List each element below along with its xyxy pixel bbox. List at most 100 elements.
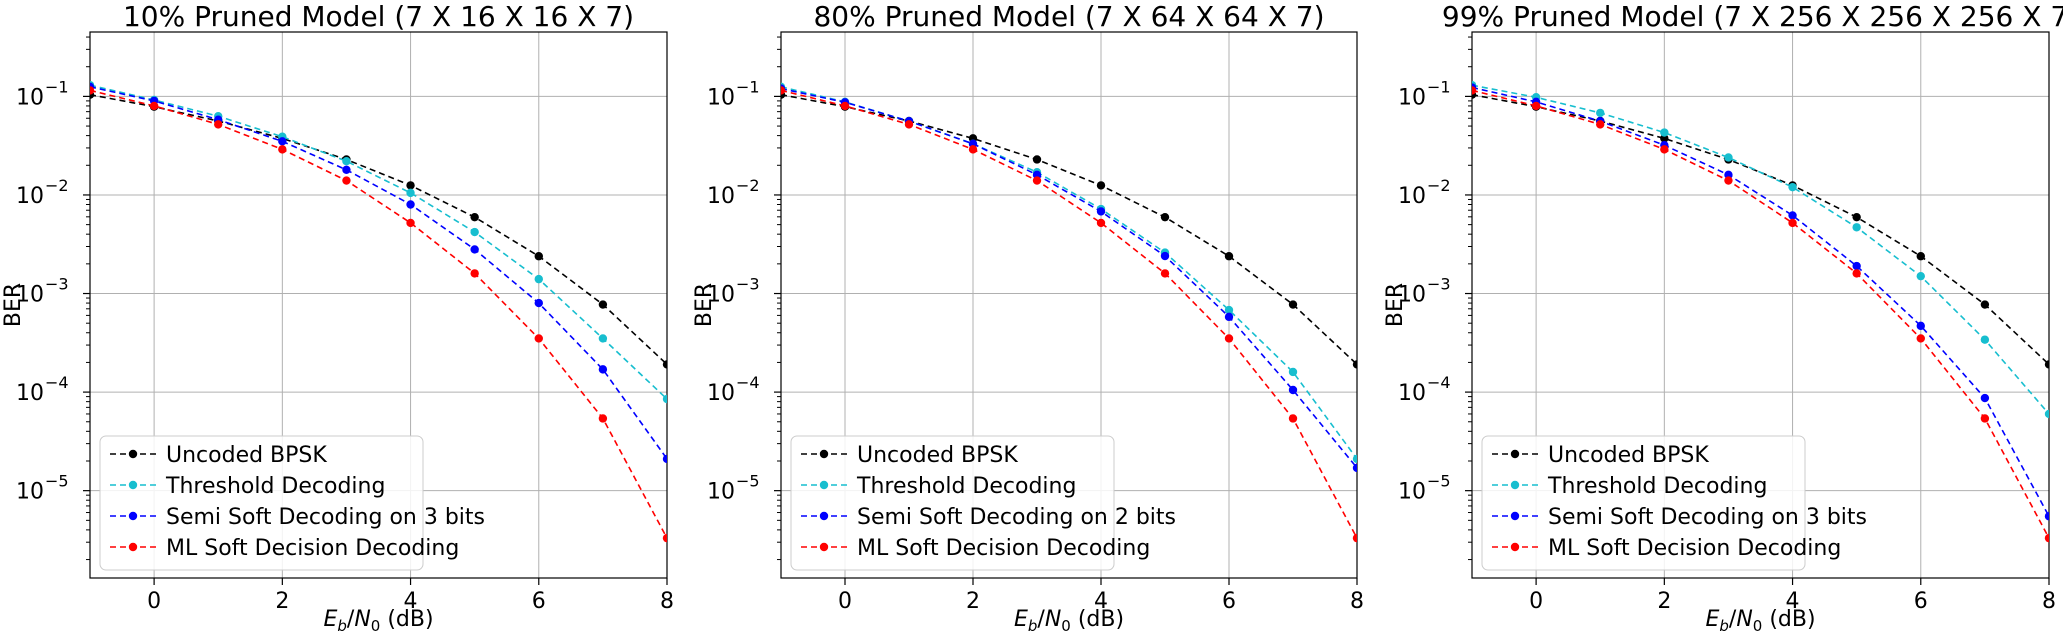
data-point <box>2044 533 2049 543</box>
y-tick-label-exponent: −2 <box>45 176 69 195</box>
data-point <box>1980 393 1990 403</box>
data-point <box>1660 134 1669 143</box>
data-point <box>1096 207 1106 216</box>
data-point <box>1224 252 1234 261</box>
series-group <box>1472 80 2049 543</box>
legend-swatch-marker <box>1510 449 1520 459</box>
data-point <box>1224 334 1234 343</box>
x-tick-label: 4 <box>1094 589 1108 614</box>
data-point <box>1352 360 1357 369</box>
y-tick-label-base: 10 <box>1398 283 1426 308</box>
data-point <box>1916 271 1925 281</box>
data-point <box>278 137 287 146</box>
series-line <box>90 93 667 365</box>
legend-swatch-marker <box>1510 480 1520 490</box>
data-point <box>2044 512 2049 521</box>
data-point <box>534 334 543 343</box>
y-tick-label-exponent: −1 <box>736 77 760 96</box>
data-point <box>1224 305 1234 315</box>
legend-swatch-marker <box>819 480 829 490</box>
y-tick-label-exponent: −4 <box>736 373 760 392</box>
y-tick-label-base: 10 <box>1398 480 1426 505</box>
legend-entry-label: Uncoded BPSK <box>166 443 327 468</box>
data-point <box>1788 182 1797 192</box>
data-point <box>1288 414 1298 423</box>
data-point <box>2044 360 2049 369</box>
plot-frame <box>780 31 1358 579</box>
data-point <box>406 188 415 198</box>
data-point <box>470 227 479 237</box>
legend-entry-label: Uncoded BPSK <box>1548 443 1709 468</box>
plot-frame <box>89 31 668 579</box>
y-tick-label-base: 10 <box>707 283 735 308</box>
legend-swatch-marker <box>128 449 138 459</box>
series-group <box>781 82 1357 543</box>
y-tick-label-exponent: −1 <box>1427 77 1451 96</box>
data-point <box>1852 261 1861 271</box>
data-point <box>598 300 608 309</box>
data-point <box>406 218 415 228</box>
y-tick-label-base: 10 <box>707 480 735 505</box>
data-point <box>470 245 479 254</box>
data-point <box>1096 218 1106 228</box>
x-tick-label: 0 <box>147 589 161 614</box>
data-point <box>1788 211 1797 220</box>
data-point <box>1160 212 1170 222</box>
series-line <box>781 93 1357 365</box>
x-tick-label: 2 <box>966 589 980 614</box>
data-point <box>90 86 95 95</box>
data-point <box>149 101 159 111</box>
data-point <box>1916 334 1925 343</box>
legend-swatch-marker <box>819 542 829 552</box>
data-point <box>1288 385 1298 395</box>
data-point <box>662 360 667 369</box>
data-point <box>1724 176 1733 185</box>
legend-swatch-marker <box>128 511 138 521</box>
chart-panel-2: 0 2 4 6 810−110−210−310−410 −580% Pruned Mode… <box>692 0 1364 635</box>
data-point <box>1724 153 1733 162</box>
x-tick-label: 2 <box>1657 589 1671 614</box>
legend-entry-label: Semi Soft Decoding on 2 bits <box>857 505 1176 530</box>
legend-entry-label: Uncoded BPSK <box>857 443 1018 468</box>
legend-entry-label: Threshold Decoding <box>1547 474 1767 499</box>
series-line <box>1472 89 2049 539</box>
legend-entry-label: Semi Soft Decoding on 3 bits <box>1548 505 1867 530</box>
y-minor-ticks <box>86 36 90 561</box>
data-point <box>2044 409 2049 419</box>
y-tick-label-base: 10 <box>707 85 735 110</box>
legend-swatch-marker <box>128 542 138 552</box>
legend-box <box>1481 435 1806 571</box>
y-tick-label-base: 10 <box>16 184 44 209</box>
y-tick-label-exponent: −2 <box>1427 176 1451 195</box>
data-point <box>1596 120 1605 129</box>
legend-swatch-marker <box>1510 511 1520 521</box>
data-point <box>214 120 223 129</box>
data-point <box>1160 269 1170 278</box>
legend-swatch-marker <box>819 511 829 521</box>
x-tick-label: 8 <box>2042 589 2056 614</box>
y-axis-label: BER <box>1 283 26 327</box>
data-point <box>342 165 351 174</box>
data-point <box>470 269 479 278</box>
data-point <box>1096 181 1106 190</box>
legend-entry-label: Semi Soft Decoding on 3 bits <box>166 505 485 530</box>
x-tick-label: 6 <box>532 589 546 614</box>
x-axis-label: Eb/N0 (dB) <box>1705 607 1815 635</box>
y-tick-label-base: 10 <box>1398 85 1426 110</box>
data-point <box>781 86 786 95</box>
data-point <box>1160 251 1170 261</box>
data-point <box>1660 128 1669 137</box>
data-point <box>534 298 543 308</box>
data-point <box>1472 86 1477 95</box>
legend-box <box>99 435 424 571</box>
plot-frame <box>1471 31 2050 579</box>
data-point <box>1852 223 1861 232</box>
data-point <box>278 145 287 154</box>
y-tick-label-exponent: −4 <box>1427 373 1451 392</box>
data-point <box>406 181 415 190</box>
y-tick-label-base: 10 <box>1398 381 1426 406</box>
x-axis-label: Eb/N0 (dB) <box>323 607 433 635</box>
x-tick-label: 2 <box>275 589 289 614</box>
legend-entry-label: ML Soft Decision Decoding <box>166 536 459 561</box>
